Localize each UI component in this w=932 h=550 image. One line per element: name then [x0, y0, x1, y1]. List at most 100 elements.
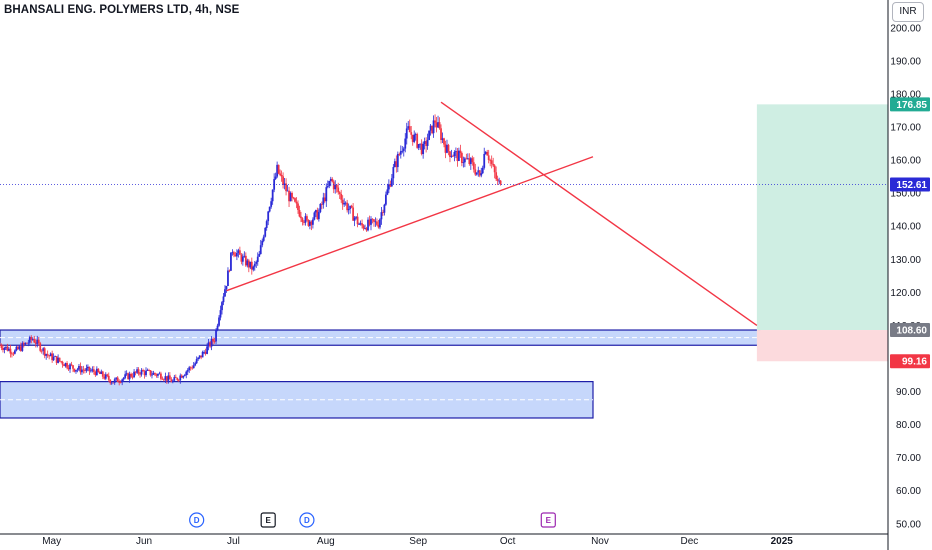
- candle-body: [373, 219, 375, 222]
- candle-body: [344, 202, 347, 204]
- dividend-marker: [299, 512, 315, 528]
- candle-body: [438, 122, 441, 129]
- candle-body: [206, 346, 209, 354]
- candle-body: [143, 371, 146, 376]
- candle-body: [161, 378, 164, 380]
- candle-body: [125, 373, 128, 375]
- candle-body: [136, 369, 138, 373]
- candle-body: [292, 197, 295, 199]
- candle-body: [298, 209, 301, 217]
- candle-body: [142, 370, 144, 372]
- candle-body: [240, 254, 243, 262]
- candle-body: [252, 266, 255, 270]
- candles: [0, 114, 502, 386]
- candle-body: [212, 339, 214, 342]
- candle-body: [469, 158, 472, 165]
- candle-body: [112, 382, 115, 384]
- candle-body: [320, 203, 323, 205]
- time-axis-label: Dec: [680, 536, 698, 547]
- candle-body: [95, 368, 98, 376]
- candle-body: [19, 346, 22, 351]
- candle-body: [310, 221, 313, 225]
- price-axis-tick-label: 180.00: [890, 89, 921, 100]
- time-axis-label: Jul: [227, 536, 240, 547]
- candle-body: [189, 367, 192, 369]
- candle-body: [246, 260, 249, 266]
- candle-body: [87, 366, 89, 369]
- candle-body: [122, 377, 125, 380]
- candle-body: [224, 289, 226, 297]
- candle-body: [304, 216, 307, 223]
- candle-body: [282, 176, 284, 185]
- candle-body: [82, 369, 85, 371]
- candle-body: [496, 179, 499, 181]
- candle-body: [273, 179, 276, 190]
- candle-body: [379, 219, 381, 228]
- candle-body: [463, 158, 466, 163]
- candle-body: [85, 368, 88, 371]
- candle-body: [390, 178, 393, 187]
- candle-body: [334, 184, 337, 190]
- candle-body: [331, 178, 334, 182]
- candle-body: [404, 138, 407, 149]
- candle-body: [459, 150, 462, 154]
- candle-body: [109, 379, 112, 384]
- candle-body: [335, 184, 338, 188]
- time-axis-label: Sep: [409, 536, 427, 547]
- candle-body: [40, 350, 43, 352]
- candle-body: [235, 252, 238, 257]
- candle-body: [382, 212, 384, 213]
- candle-body: [289, 192, 292, 202]
- candle-body: [343, 203, 346, 205]
- candle-body: [215, 329, 217, 342]
- candle-body: [395, 161, 398, 168]
- time-axis-label: 2025: [771, 536, 794, 547]
- price-axis-tick-label: 150.00: [890, 189, 921, 200]
- candle-body: [162, 379, 165, 381]
- candle-body: [499, 180, 502, 185]
- candle-body: [422, 143, 425, 155]
- candle-body: [256, 256, 259, 262]
- candle-body: [8, 348, 10, 351]
- candle-body: [419, 143, 422, 145]
- candle-body: [423, 141, 426, 144]
- candle-body: [471, 158, 474, 163]
- candle-body: [452, 155, 454, 157]
- candle-body: [15, 346, 18, 351]
- candle-body: [192, 365, 195, 369]
- currency-button[interactable]: INR: [892, 2, 924, 22]
- candle-body: [221, 302, 223, 311]
- candle-body: [376, 221, 378, 225]
- candle-body: [121, 379, 124, 383]
- candle-body: [398, 153, 401, 155]
- earnings-marker: [260, 512, 276, 528]
- candle-body: [39, 343, 42, 351]
- price-axis-tick-label: 120.00: [890, 288, 921, 299]
- candle-body: [401, 150, 404, 152]
- price-axis-tick-label: 190.00: [890, 56, 921, 67]
- candle-body: [265, 221, 268, 228]
- candle-body: [274, 176, 277, 180]
- time-axis-label: Nov: [591, 536, 609, 547]
- candle-body: [152, 372, 155, 375]
- candle-body: [387, 184, 390, 190]
- candle-body: [474, 169, 477, 175]
- candle-body: [45, 353, 48, 356]
- candle-body: [486, 151, 489, 156]
- candle-body: [12, 353, 15, 355]
- long-position-stop-area: [756, 330, 888, 362]
- candle-body: [70, 364, 73, 366]
- candle-body: [347, 208, 350, 211]
- candle-body: [165, 376, 168, 381]
- candle-body: [338, 192, 341, 194]
- price-badge-target: [890, 97, 930, 112]
- candle-body: [352, 207, 355, 221]
- candle-body: [243, 255, 246, 257]
- candle-body: [329, 178, 332, 181]
- candle-body: [280, 174, 283, 177]
- candle-body: [389, 184, 392, 187]
- price-axis-tick-label: 50.00: [896, 519, 921, 530]
- candle-body: [88, 366, 91, 372]
- candle-body: [253, 263, 256, 267]
